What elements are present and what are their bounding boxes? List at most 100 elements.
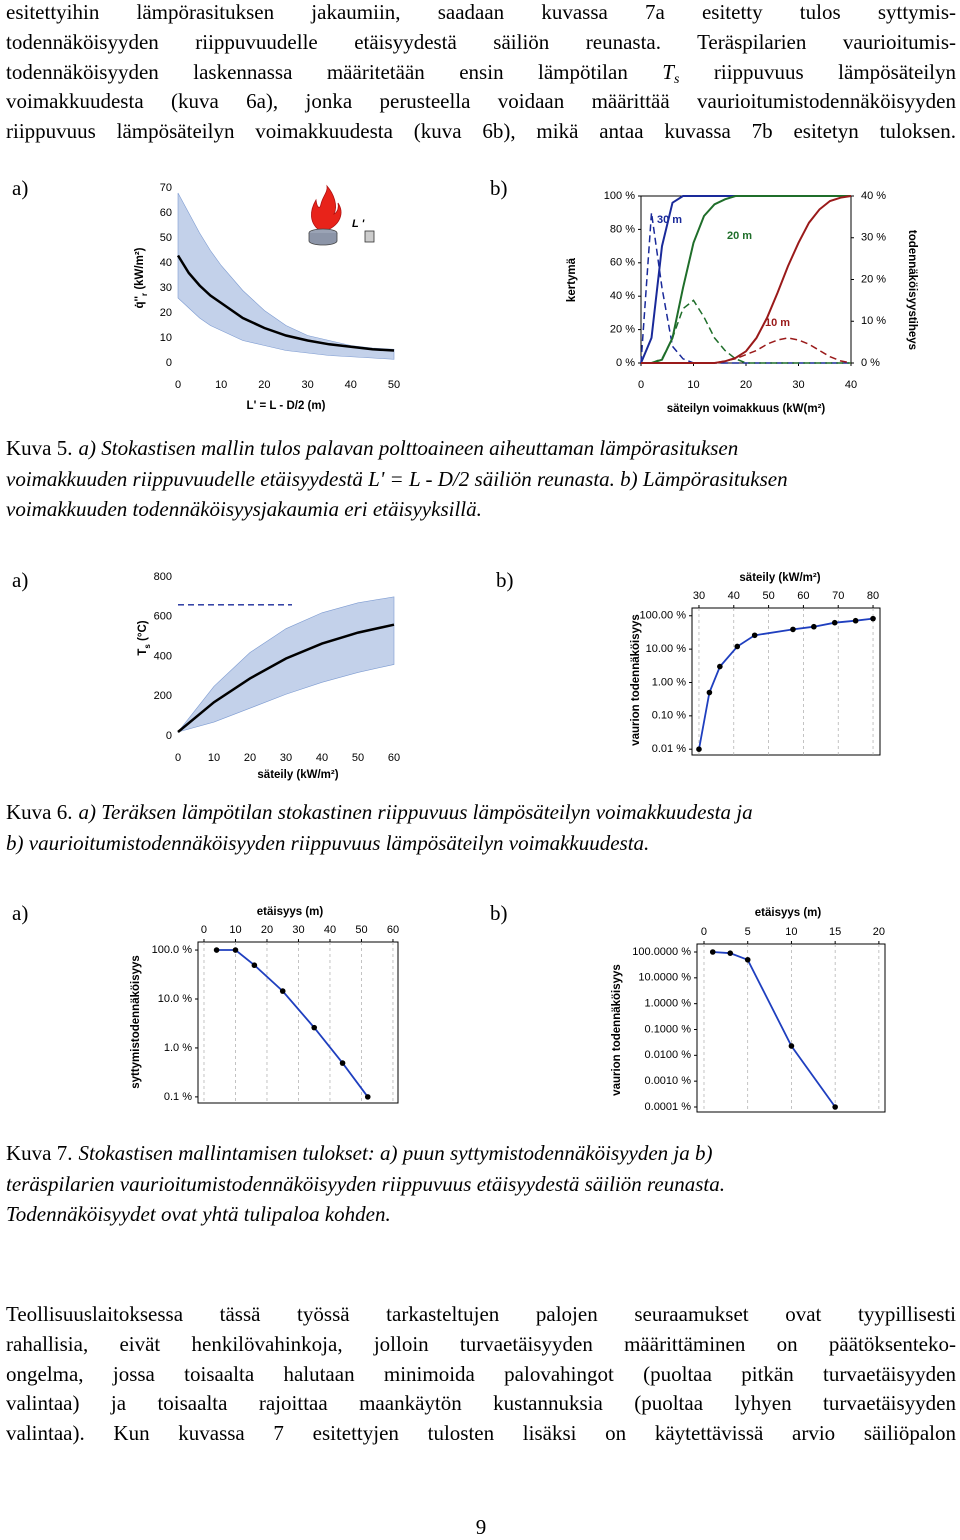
data-point bbox=[717, 663, 723, 670]
flame bbox=[311, 184, 342, 233]
text-line: voimakkuudesta (kuva 6a), jonka perustee… bbox=[6, 89, 956, 114]
data-point bbox=[811, 623, 817, 630]
subscript: s bbox=[673, 71, 680, 87]
series-line bbox=[641, 299, 851, 364]
y2-axis-label: todennäköisyystiheys bbox=[906, 230, 918, 350]
y-tick-label: 0.0100 % bbox=[645, 1049, 692, 1061]
series-label: 20 m bbox=[727, 230, 752, 242]
y-tick-label: 0.1000 % bbox=[645, 1023, 692, 1035]
x-tick-label: 40 bbox=[728, 590, 740, 602]
x-tick-label: 20 bbox=[261, 924, 273, 936]
panel-letter: b) bbox=[496, 568, 514, 592]
x-tick-label: 70 bbox=[832, 590, 844, 602]
panel-letter: b) bbox=[490, 901, 508, 925]
data-point bbox=[870, 615, 876, 622]
caption-text: a) Stokastisen mallin tulos palavan polt… bbox=[78, 436, 739, 460]
x-tick-label: 5 bbox=[745, 926, 751, 938]
series-line bbox=[641, 195, 851, 364]
x-axis-label: säteily (kW/m²) bbox=[257, 769, 338, 781]
y-tick-label: 100.00 % bbox=[640, 610, 687, 622]
caption-text: voimakkuuden todennäköisyysjakaumia eri … bbox=[6, 497, 482, 521]
caption-text: voimakkuuden riippuvuudelle etäisyydestä… bbox=[6, 466, 788, 491]
label-part: (kW/m²) bbox=[134, 247, 146, 293]
caption-line: Kuva 7. Stokastisen mallintamisen tulokse… bbox=[6, 1140, 956, 1166]
x-tick-label: 60 bbox=[387, 924, 399, 936]
data-point bbox=[251, 962, 258, 969]
x-axis-label: etäisyys (m) bbox=[257, 906, 324, 918]
data-point bbox=[706, 689, 713, 696]
series-line bbox=[698, 617, 874, 750]
caption-text: a) Teräksen lämpötilan stokastinen riipp… bbox=[78, 800, 753, 824]
y-tick-label: 400 bbox=[154, 650, 172, 662]
y-tick-label: 0.1 % bbox=[164, 1091, 192, 1103]
caption-line: Todennäköisyydet ovat yhtä tulipaloa koh… bbox=[6, 1201, 956, 1227]
y-tick-label: 30 bbox=[160, 282, 172, 294]
y2-tick-label: 10 % bbox=[861, 315, 886, 327]
x-tick-label: 0 bbox=[201, 924, 207, 936]
data-point bbox=[831, 619, 838, 626]
y-tick-label: 40 % bbox=[610, 290, 635, 302]
x-tick-label: 30 bbox=[280, 752, 292, 764]
data-point bbox=[709, 949, 716, 955]
y-tick-label: 10.0000 % bbox=[638, 972, 691, 984]
x-tick-label: 30 bbox=[292, 924, 304, 936]
y-tick-label: 60 bbox=[160, 207, 172, 219]
panel-letter: a) bbox=[12, 901, 28, 925]
x-tick-label: 10 bbox=[785, 926, 797, 938]
y2-tick-label: 30 % bbox=[861, 232, 886, 244]
x-axis-label: etäisyys (m) bbox=[755, 907, 822, 919]
x-tick-label: 10 bbox=[687, 379, 699, 391]
x-tick-label: 30 bbox=[693, 590, 705, 602]
y-tick-label: 20 % bbox=[610, 324, 635, 336]
x-tick-label: 20 bbox=[258, 379, 270, 391]
caption-line: b) vaurioitumistodennäköisyyden riippuvu… bbox=[6, 830, 956, 856]
caption-label: Kuva 7. bbox=[6, 1141, 73, 1165]
series-line bbox=[216, 949, 369, 1098]
x-tick-label: 10 bbox=[208, 752, 220, 764]
y-tick-label: 1.0000 % bbox=[645, 998, 692, 1010]
caption-label: Kuva 6. bbox=[6, 800, 73, 824]
x-tick-label: 20 bbox=[873, 926, 885, 938]
x-tick-label: 30 bbox=[301, 379, 313, 391]
y-tick-label: 0.0001 % bbox=[645, 1101, 692, 1113]
sample-band bbox=[177, 192, 395, 360]
y-tick-label: 10.0 % bbox=[158, 993, 192, 1005]
target bbox=[364, 230, 375, 243]
x-tick-label: 30 bbox=[792, 379, 804, 391]
data-point bbox=[751, 632, 758, 639]
data-point bbox=[311, 1024, 318, 1031]
panel-letter: a) bbox=[12, 176, 28, 200]
x-tick-label: 50 bbox=[352, 752, 364, 764]
text-line: rahallisia, eivät henkilövahinkoja, joll… bbox=[6, 1331, 956, 1356]
data-point bbox=[832, 1104, 838, 1110]
text: todennäköisyyden laskennassa määritetään… bbox=[6, 59, 663, 84]
series-label: 30 m bbox=[657, 214, 682, 226]
series-line bbox=[640, 212, 851, 364]
text-line: Teollisuuslaitoksessa tässä työssä tarka… bbox=[6, 1302, 956, 1326]
x-tick-label: 10 bbox=[229, 924, 241, 936]
y-tick-label: 0.01 % bbox=[652, 743, 686, 755]
y-tick-label: 200 bbox=[154, 690, 172, 702]
caption-line: Kuva 5. a) Stokastisen mallin tulos palav… bbox=[6, 435, 956, 461]
x-axis-label: säteilyn voimakkuus (kW(m²) bbox=[667, 403, 826, 415]
plot-frame bbox=[691, 607, 881, 756]
text-line: todennäköisyyden laskennassa määritetään… bbox=[6, 59, 956, 87]
annotation: L ' bbox=[352, 218, 365, 230]
caption-line: voimakkuuden todennäköisyysjakaumia eri … bbox=[6, 496, 956, 522]
tank-body bbox=[308, 233, 338, 246]
x-tick-label: 20 bbox=[740, 379, 752, 391]
x-tick-label: 80 bbox=[867, 590, 879, 602]
data-point bbox=[744, 956, 751, 963]
symbol: T bbox=[662, 59, 674, 84]
series-label: 10 m bbox=[765, 317, 790, 329]
caption-text: b) vaurioitumistodennäköisyyden riippuvu… bbox=[6, 830, 650, 855]
y-tick-label: 60 % bbox=[610, 257, 635, 269]
x-tick-label: 50 bbox=[762, 590, 774, 602]
text-line: riippuvuus lämpösäteilyn voimakkuudesta … bbox=[6, 119, 956, 144]
data-point bbox=[696, 746, 702, 752]
fire-icon bbox=[308, 184, 375, 246]
caption-text: Stokastisen mallintamisen tulokset: a) p… bbox=[78, 1141, 713, 1165]
label-subscript: r bbox=[140, 293, 149, 296]
